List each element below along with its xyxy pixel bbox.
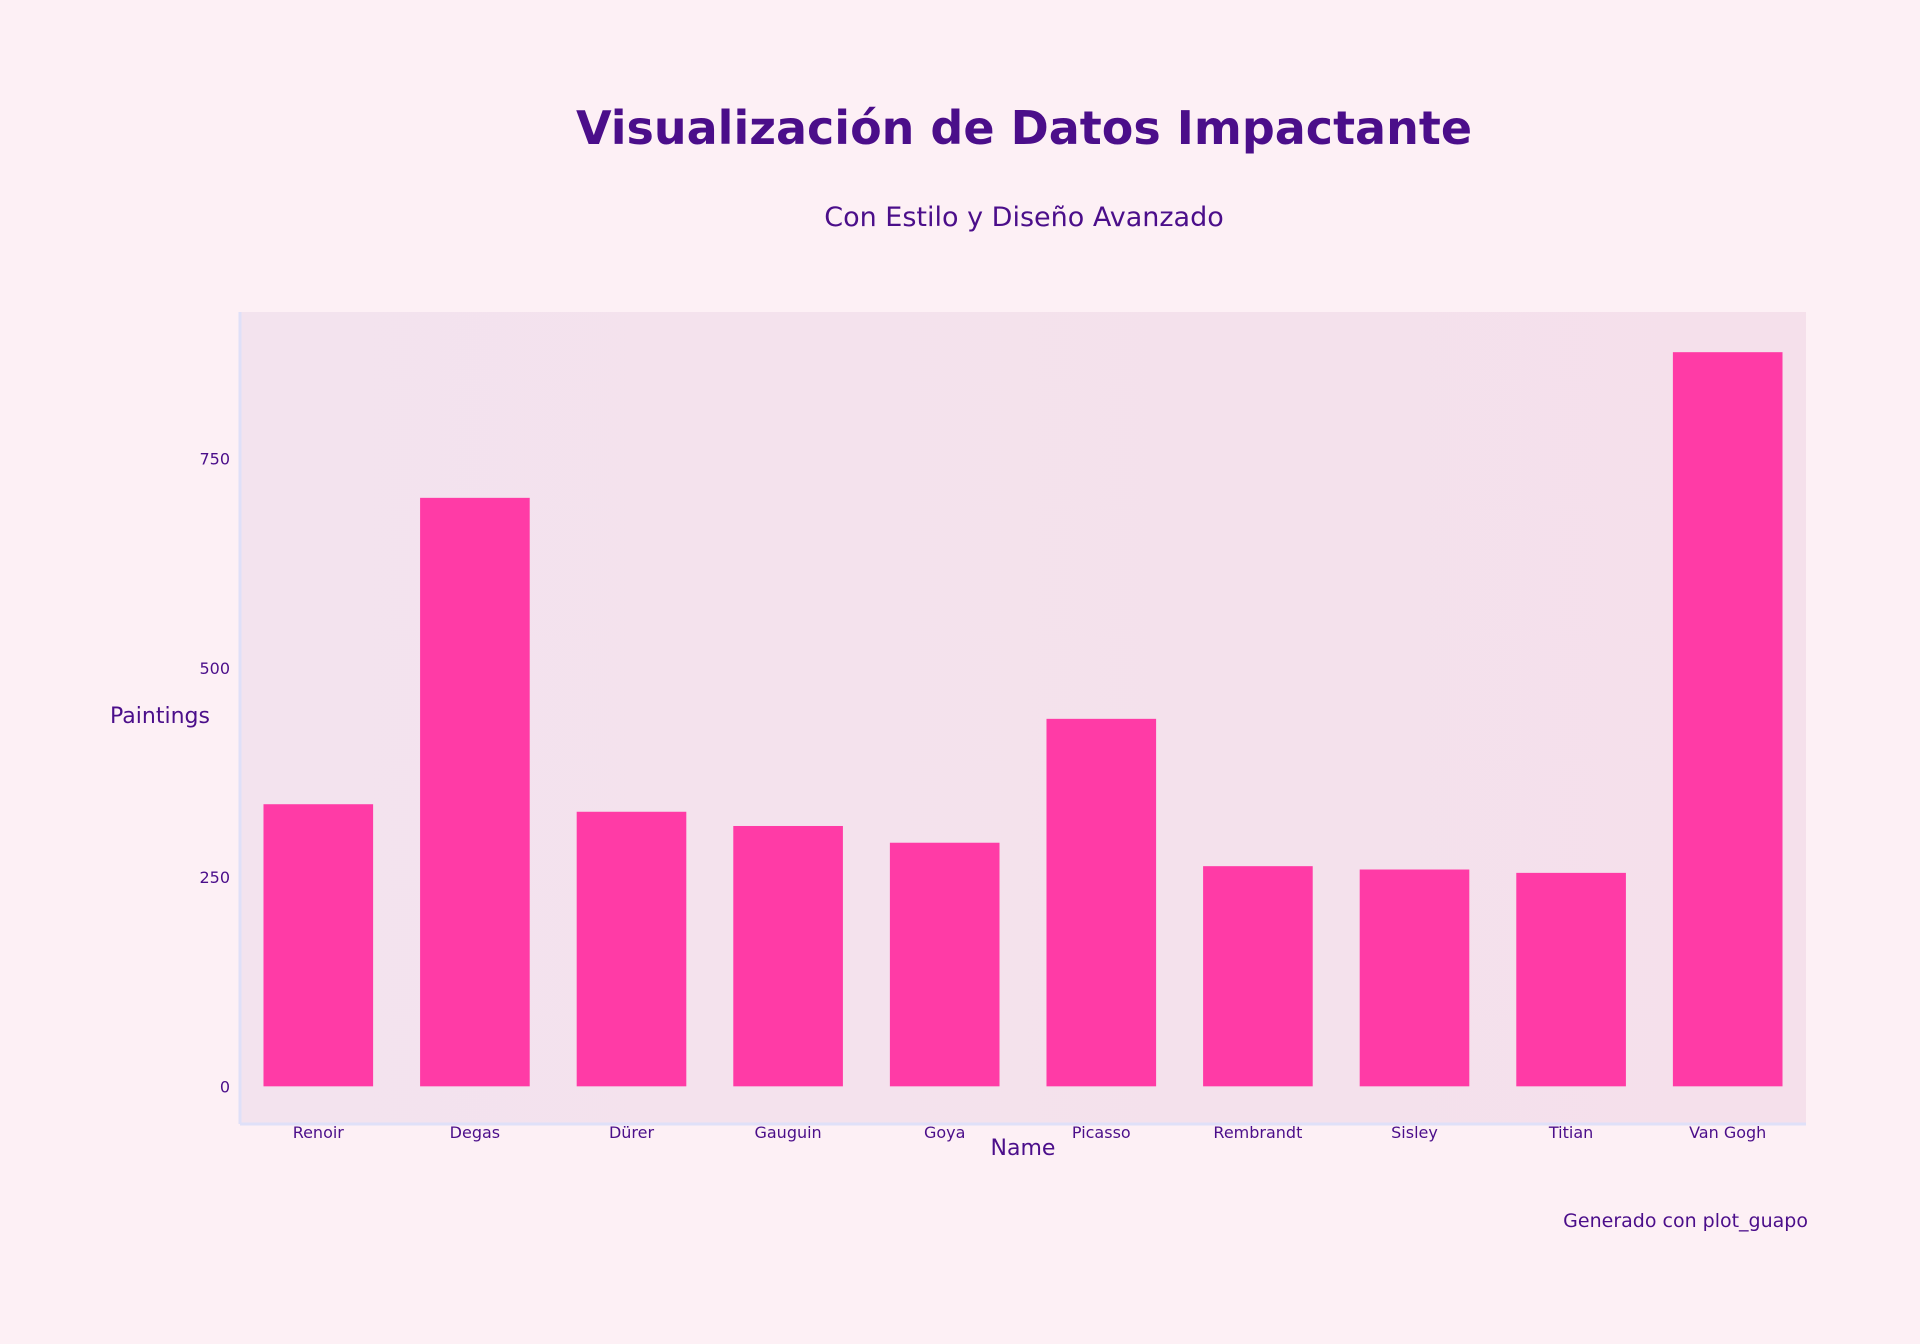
footer-credit: Generado con plot_guapo: [1563, 1210, 1808, 1232]
bars-group: [263, 352, 1783, 1087]
bar-goya: [889, 842, 1000, 1087]
y-tick-label: 0: [220, 1077, 230, 1096]
bar-van-gogh: [1672, 352, 1783, 1087]
x-tick-label: Degas: [450, 1123, 500, 1142]
chart-subtitle: Con Estilo y Diseño Avanzado: [824, 202, 1224, 233]
x-tick-label: Goya: [924, 1123, 965, 1142]
x-axis-title: Name: [991, 1136, 1056, 1161]
bar-rembrandt: [1203, 866, 1313, 1087]
x-tick-label: Rembrandt: [1213, 1123, 1302, 1142]
y-tick-label: 750: [199, 449, 230, 468]
bar-gauguin: [733, 825, 843, 1087]
bar-sisley: [1359, 869, 1470, 1087]
bar-titian: [1516, 872, 1626, 1087]
y-axis-title: Paintings: [110, 704, 210, 729]
x-tick-label: Dürer: [609, 1123, 655, 1142]
chart-title: Visualización de Datos Impactante: [576, 101, 1472, 155]
bar-picasso: [1046, 718, 1157, 1087]
x-tick-label: Picasso: [1072, 1123, 1131, 1142]
y-tick-label: 500: [199, 659, 230, 678]
x-tick-label: Renoir: [293, 1123, 345, 1142]
y-tick-labels: 0 250 500 750: [199, 449, 230, 1096]
x-tick-label: Van Gogh: [1689, 1123, 1766, 1142]
x-tick-label: Titian: [1548, 1123, 1593, 1142]
x-tick-label: Gauguin: [754, 1123, 821, 1142]
y-tick-label: 250: [199, 868, 230, 887]
x-tick-label: Sisley: [1391, 1123, 1438, 1142]
bar-renoir: [263, 804, 374, 1087]
x-tick-labels: Renoir Degas Dürer Gauguin Goya Picasso Rembra…: [293, 1123, 1767, 1142]
bar-degas: [420, 497, 530, 1087]
bar-dürer: [576, 811, 687, 1087]
